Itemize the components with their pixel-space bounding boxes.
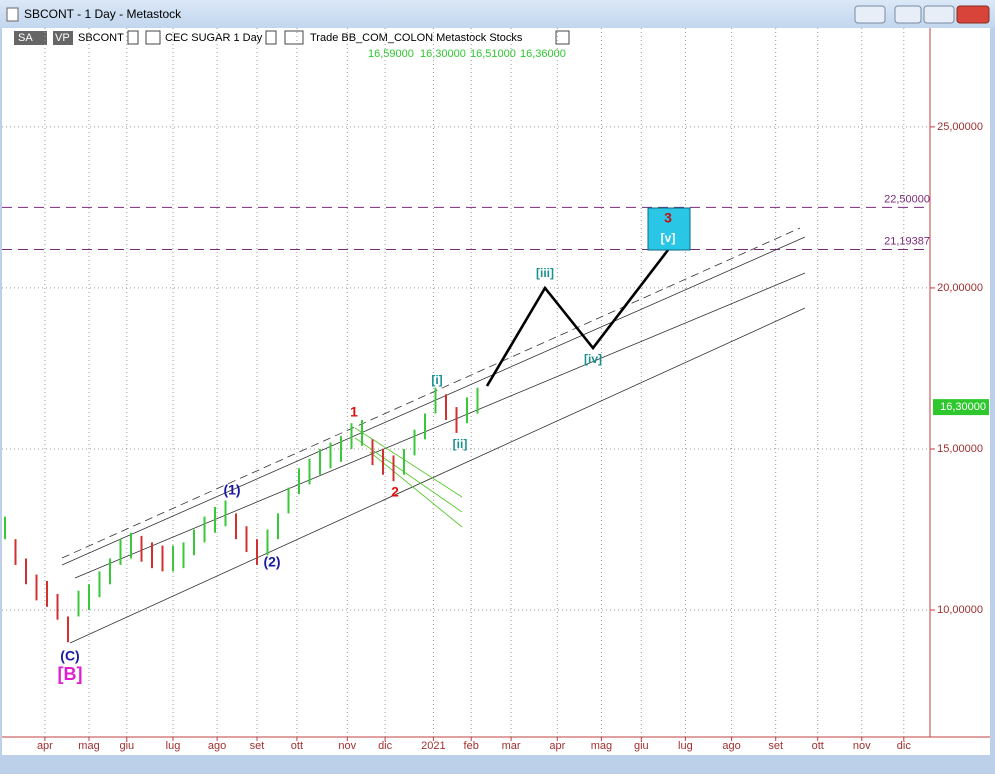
quote-value: 16,51000 <box>470 48 516 60</box>
x-tick-label: giu <box>634 740 649 752</box>
wave-label: 1 <box>350 404 358 420</box>
app-icon <box>6 7 19 22</box>
sa-label: SA <box>18 32 33 44</box>
wave-label: [i] <box>431 373 442 387</box>
y-tick-label: 15,00000 <box>937 443 983 455</box>
wave-label: [v] <box>661 231 676 245</box>
wave-label: 3 <box>664 210 672 226</box>
projection-path <box>485 249 670 387</box>
last-price-label: 16,30000 <box>940 401 986 413</box>
quote-value: 16,36000 <box>520 48 566 60</box>
level-label: 21,19387 <box>884 235 930 247</box>
close-source-button[interactable] <box>555 30 570 45</box>
x-tick-label: feb <box>464 740 479 752</box>
sa-button[interactable] <box>14 31 47 45</box>
wave-label: 2 <box>391 484 399 500</box>
x-tick-label: ago <box>722 740 740 752</box>
wave-label: (C) <box>60 648 79 664</box>
x-tick-label: lug <box>678 740 693 752</box>
minimize-button[interactable] <box>894 5 922 24</box>
vp-label: VP <box>55 32 70 44</box>
wave-label: [B] <box>58 664 83 684</box>
channel-line <box>369 451 463 528</box>
interval-button[interactable] <box>145 30 161 45</box>
channel-line <box>69 307 806 644</box>
channel-line <box>74 272 806 579</box>
x-tick-label: apr <box>37 740 53 752</box>
close-button[interactable] <box>956 5 990 24</box>
x-tick-label: ott <box>812 740 824 752</box>
y-tick-label: 10,00000 <box>937 604 983 616</box>
x-tick-label: mag <box>591 740 612 752</box>
x-tick-label: apr <box>549 740 565 752</box>
window-title: SBCONT - 1 Day - Metastock <box>24 7 182 21</box>
maximize-button[interactable] <box>923 5 955 24</box>
wave-label: [iv] <box>584 352 602 366</box>
period-dropdown[interactable] <box>265 30 277 45</box>
r-button[interactable] <box>284 30 304 45</box>
chart-area <box>2 28 990 755</box>
x-tick-label: set <box>768 740 783 752</box>
x-tick-label: nov <box>338 740 356 752</box>
x-tick-label: set <box>250 740 265 752</box>
x-tick-label: 2021 <box>421 740 445 752</box>
x-tick-label: giu <box>119 740 134 752</box>
help-button[interactable] <box>854 5 886 24</box>
wave-label: (1) <box>223 482 240 498</box>
title-bar <box>0 0 995 28</box>
wave-label: [ii] <box>453 437 468 451</box>
vp-button[interactable] <box>53 31 73 45</box>
symbol-dropdown[interactable] <box>127 30 139 45</box>
last-price-box <box>933 399 989 416</box>
x-tick-label: mar <box>502 740 521 752</box>
y-tick-label: 25,00000 <box>937 121 983 133</box>
security: CEC SUGAR 1 Day <box>165 32 263 44</box>
y-tick-label: 20,00000 <box>937 282 983 294</box>
x-tick-label: ago <box>208 740 226 752</box>
x-tick-label: dic <box>378 740 393 752</box>
data-source: Trade BB_COM_COLON Metastock Stocks <box>310 32 523 44</box>
quote-value: 16,59000 <box>368 48 414 60</box>
channel-line <box>61 227 801 559</box>
x-tick-label: lug <box>166 740 181 752</box>
quote-value: 16,30000 <box>420 48 466 60</box>
x-tick-label: ott <box>291 740 303 752</box>
wave-label: [iii] <box>536 266 554 280</box>
symbol: SBCONT <box>78 32 124 44</box>
target-box <box>647 207 691 251</box>
x-tick-label: mag <box>78 740 99 752</box>
x-tick-label: dic <box>897 740 912 752</box>
channel-line <box>61 236 806 566</box>
level-label: 22,50000 <box>884 193 930 205</box>
wave-label: (2) <box>263 554 280 570</box>
x-tick-label: nov <box>853 740 871 752</box>
